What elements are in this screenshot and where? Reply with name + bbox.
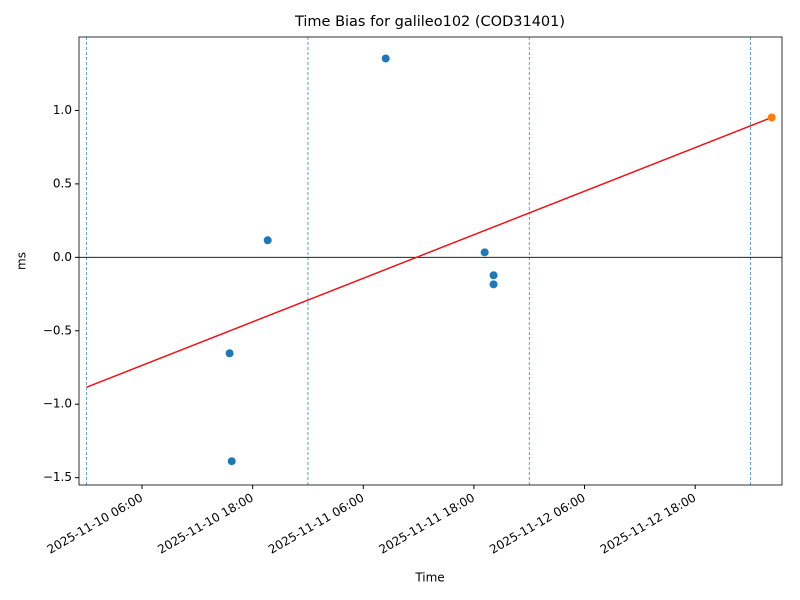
y-tick-label: −0.5 xyxy=(43,323,72,337)
y-tick-label: 0.0 xyxy=(53,250,72,264)
y-axis-label: ms xyxy=(15,252,29,270)
x-tick-label: 2025-11-12 18:00 xyxy=(598,491,699,557)
x-tick-label: 2025-11-11 18:00 xyxy=(377,491,478,557)
x-tick-label: 2025-11-10 18:00 xyxy=(155,491,256,557)
chart-title: Time Bias for galileo102 (COD31401) xyxy=(294,14,565,30)
y-tick-label: −1.0 xyxy=(43,397,72,411)
x-tick-label: 2025-11-10 06:00 xyxy=(45,491,146,557)
data-point xyxy=(381,54,390,63)
plot-frame xyxy=(78,36,783,486)
y-tick-label: 1.0 xyxy=(53,103,72,117)
data-point xyxy=(263,236,272,245)
fit-line xyxy=(86,116,772,388)
x-axis-label: Time xyxy=(414,571,444,585)
y-tick-label: −1.5 xyxy=(43,470,72,484)
data-point xyxy=(225,349,234,358)
x-tick-label: 2025-11-11 06:00 xyxy=(266,491,367,557)
data-point xyxy=(489,271,498,280)
data-point xyxy=(767,113,776,122)
x-tick-label: 2025-11-12 06:00 xyxy=(487,491,588,557)
y-tick-label: 0.5 xyxy=(53,176,72,190)
data-point xyxy=(227,457,236,466)
data-point xyxy=(480,248,489,257)
data-point xyxy=(489,280,498,289)
